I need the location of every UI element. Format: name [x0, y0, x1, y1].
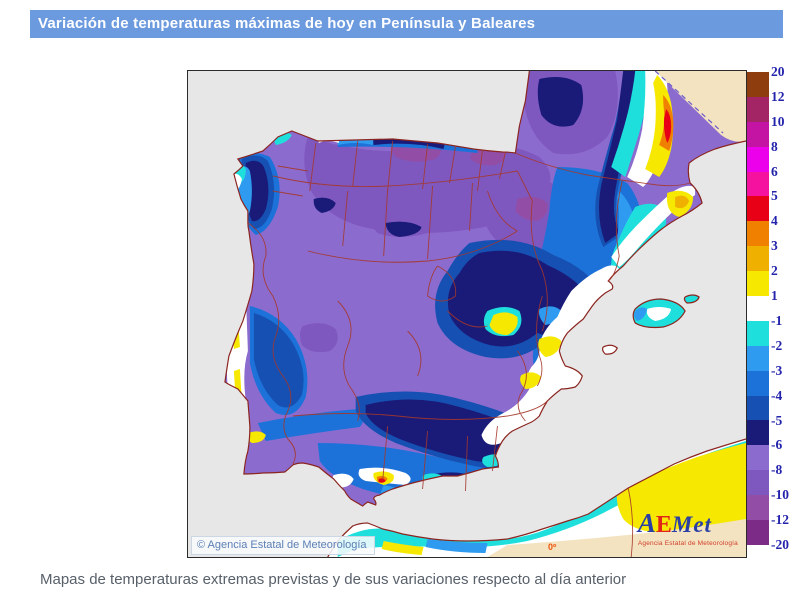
legend-band--20..-12	[747, 520, 769, 545]
page-title: Variación de temperaturas máximas de hoy…	[38, 15, 536, 32]
valencia-yellow-1	[538, 336, 562, 357]
weather-map: © Agencia Estatal de Meteorología AEMet …	[187, 70, 747, 558]
portugal-navy-band	[253, 313, 304, 408]
south-borders	[382, 425, 634, 557]
legend-label--2: -2	[771, 337, 783, 353]
legend-label--10: -10	[771, 487, 789, 503]
legend-label-12: 12	[771, 88, 785, 104]
coastlines	[224, 71, 746, 557]
legend-label-6: 6	[771, 163, 778, 179]
france-darknavy-blob	[537, 77, 584, 127]
aemet-logo-met: Met	[671, 511, 712, 537]
africa-outside-domain	[487, 519, 746, 557]
aemet-logo-letter-e: E	[655, 511, 672, 538]
small-darknavy-2	[385, 221, 422, 237]
north-province-borders	[309, 140, 506, 260]
girona-amber-core	[675, 195, 690, 209]
legend-band--4..-3	[747, 370, 769, 396]
legend-band--2..-1	[747, 320, 769, 346]
iberia-coastline	[224, 71, 746, 507]
legend-label--6: -6	[771, 437, 783, 453]
legend-band-6..8	[747, 146, 769, 172]
mallorca-skyblue-edge	[634, 307, 648, 321]
region-borders	[272, 165, 623, 422]
legend-label--5: -5	[771, 412, 783, 428]
meridian-label: 0º	[548, 542, 557, 552]
page-caption: Mapas de temperaturas extremas previstas…	[40, 571, 627, 588]
small-darknavy-3	[455, 303, 476, 315]
legend-label--20: -20	[771, 537, 789, 552]
pyrenees-border	[515, 152, 691, 187]
legend-band-5..6	[747, 171, 769, 197]
legend-band--3..-2	[747, 345, 769, 371]
legend-label--12: -12	[771, 512, 789, 528]
legend-band-12..20	[747, 72, 769, 97]
legend-label-8: 8	[771, 138, 778, 154]
aemet-logo: AEMet Agencia Estatal de Meteorología	[638, 508, 738, 548]
legend-band-4..5	[747, 196, 769, 222]
legend-label--8: -8	[771, 462, 783, 478]
legend-label-20: 20	[771, 64, 785, 79]
legend-band-1..2	[747, 271, 769, 297]
legend-band--1..1	[747, 296, 769, 321]
legend-label-2: 2	[771, 263, 778, 279]
balearic-islands	[602, 295, 700, 355]
legend-label-1: 1	[771, 288, 778, 304]
france-red-core	[663, 109, 672, 143]
legend-band--8..-6	[747, 445, 769, 471]
legend-label-10: 10	[771, 113, 785, 129]
temperature-legend-labels: 20 12 10 8 6 5 4 3 2 1 -1 -2 -3 -4 -5 -6 -8 -10 -12 -20	[771, 64, 805, 552]
legend-band-8..10	[747, 121, 769, 147]
temperature-legend-colorbar	[747, 72, 769, 545]
legend-label-3: 3	[771, 238, 778, 254]
portugal-border	[247, 222, 296, 465]
domain-edge-dashed-line	[654, 71, 724, 134]
map-attribution: © Agencia Estatal de Meteorología	[191, 536, 375, 555]
legend-band--6..-5	[747, 420, 769, 446]
malaga-red-dot	[378, 478, 386, 483]
valencia-yellow-2	[520, 372, 542, 389]
legend-label-5: 5	[771, 188, 778, 204]
west-purple-patch	[300, 323, 338, 353]
legend-band-10..12	[747, 96, 769, 122]
legend-band-2..3	[747, 246, 769, 272]
small-darknavy-1	[313, 197, 336, 213]
legend-band--10..-8	[747, 470, 769, 496]
legend-band--12..-10	[747, 495, 769, 521]
africa-yellow-sliver	[381, 541, 424, 555]
legend-label-4: 4	[771, 213, 778, 229]
aemet-logo-letter-a: A	[637, 507, 656, 538]
temperature-variation-map	[188, 71, 746, 557]
legend-label--3: -3	[771, 362, 783, 378]
east-skyblue-crescent	[567, 191, 636, 367]
legend-label--4: -4	[771, 387, 783, 403]
province-borders	[247, 140, 691, 557]
legend-band--5..-4	[747, 395, 769, 421]
africa-skyblue-patch	[425, 539, 488, 553]
france-outside-domain	[655, 71, 746, 142]
algarve-blue-band	[257, 409, 364, 441]
inland-yellow-blob	[489, 312, 518, 335]
mallorca-white-center	[646, 307, 672, 321]
aemet-logo-wordmark: AEMet	[638, 508, 738, 539]
aemet-logo-subtitle: Agencia Estatal de Meteorología	[637, 539, 738, 547]
legend-label--1: -1	[771, 312, 783, 328]
algarve-yellow-spot	[246, 431, 266, 443]
africa-yellow-region	[616, 443, 746, 533]
legend-band-3..4	[747, 221, 769, 247]
africa-coastline	[327, 438, 746, 557]
islands-coastline	[602, 294, 700, 355]
africa-cyan-coast-strip	[337, 441, 746, 557]
france-cyan-column	[611, 71, 654, 177]
page-title-bar: Variación de temperaturas máximas de hoy…	[30, 10, 783, 38]
